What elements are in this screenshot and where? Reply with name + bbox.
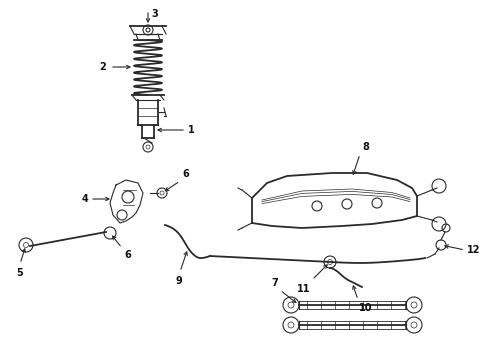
Text: 7: 7 [271,278,278,288]
Text: 3: 3 [151,9,158,19]
Text: 1: 1 [188,125,195,135]
Text: 4: 4 [81,194,88,204]
Text: 2: 2 [99,62,106,72]
Text: 10: 10 [359,303,372,313]
Text: 8: 8 [362,142,369,152]
Text: 12: 12 [467,245,481,255]
Text: 5: 5 [17,268,24,278]
Text: 9: 9 [175,276,182,286]
Text: 6: 6 [182,169,189,179]
Text: 6: 6 [124,250,131,260]
Text: 11: 11 [296,284,310,294]
